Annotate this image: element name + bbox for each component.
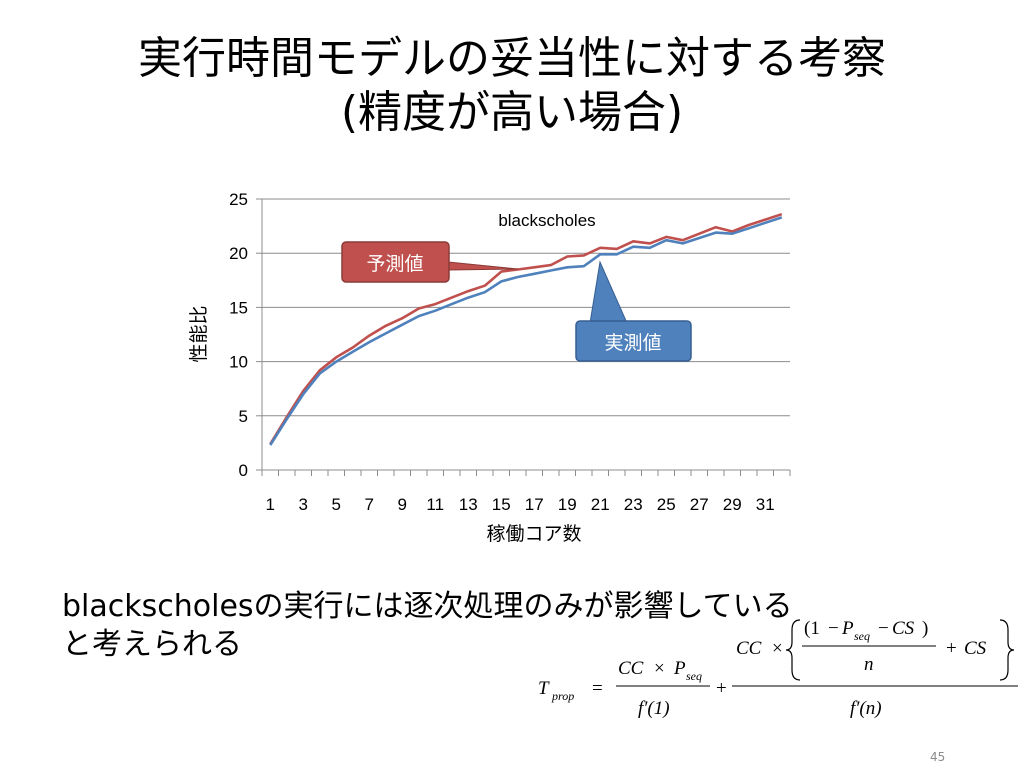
- term1-p: P: [673, 658, 686, 679]
- body-line-2: と考えられる: [62, 627, 242, 662]
- inner-p-sub: seq: [854, 629, 870, 643]
- x-tick-label: 9: [398, 495, 407, 514]
- term1-den: f′(1): [638, 698, 670, 719]
- x-tick-label: 17: [525, 495, 544, 514]
- page-number: 45: [930, 750, 946, 764]
- formula: T prop = CC × P seq f′(1) + CC × (1 − P …: [538, 618, 1018, 719]
- inner-p: P: [841, 618, 854, 639]
- term1-times: ×: [654, 658, 665, 679]
- formula-lhs: T: [538, 678, 550, 699]
- right-brace: [999, 619, 1015, 681]
- title-line-2: (精度が高い場合): [340, 87, 684, 138]
- x-tick-label: 3: [299, 495, 308, 514]
- inner-open: (1: [804, 618, 820, 639]
- series-line: [269, 216, 783, 446]
- inner-close: ): [922, 618, 928, 639]
- term2-den: f′(n): [850, 698, 882, 719]
- x-tick-label: 5: [332, 495, 341, 514]
- formula-plus: +: [716, 678, 727, 699]
- x-tick-label: 13: [459, 495, 478, 514]
- y-tick-label: 20: [229, 244, 248, 263]
- x-tick-label: 25: [657, 495, 676, 514]
- x-tick-label: 19: [558, 495, 577, 514]
- series-line: [269, 212, 783, 445]
- left-brace: [785, 619, 801, 681]
- callout-box: [575, 320, 692, 362]
- slide-title: 実行時間モデルの妥当性に対する考察 (精度が高い場合): [0, 32, 1024, 140]
- y-tick-label: 0: [239, 461, 248, 480]
- x-tick-label: 1: [266, 495, 275, 514]
- callout-pointer: [589, 260, 628, 324]
- x-tick-label: 29: [723, 495, 742, 514]
- y-tick-label: 25: [229, 190, 248, 209]
- x-tick-label: 15: [492, 495, 511, 514]
- y-tick-label: 5: [239, 407, 248, 426]
- term2-times: ×: [772, 638, 783, 659]
- formula-eq: =: [592, 678, 603, 699]
- inner-minus: −: [828, 618, 839, 639]
- chart-title: blackscholes: [498, 211, 595, 230]
- title-line-1: 実行時間モデルの妥当性に対する考察: [138, 33, 886, 84]
- term2-cs: CS: [964, 638, 987, 659]
- callout-pointer: [447, 261, 519, 271]
- x-tick-label: 23: [624, 495, 643, 514]
- x-tick-label: 11: [426, 495, 444, 514]
- inner-minus-2: −: [878, 618, 889, 639]
- term1-cc: CC: [618, 658, 644, 679]
- x-tick-label: 21: [591, 495, 610, 514]
- y-tick-label: 10: [229, 353, 248, 372]
- x-tick-label: 7: [365, 495, 374, 514]
- x-tick-label: 27: [690, 495, 709, 514]
- y-axis-label: 性能比: [188, 305, 210, 362]
- y-tick-label: 15: [229, 298, 248, 317]
- x-tick-label: 31: [756, 495, 775, 514]
- term2-cc: CC: [736, 638, 762, 659]
- inner-plus: +: [946, 638, 957, 659]
- callout-box: [341, 241, 450, 283]
- callout-label: 実測値: [604, 332, 661, 354]
- formula-lhs-sub: prop: [551, 689, 574, 703]
- term1-p-sub: seq: [686, 669, 702, 683]
- inner-cs: CS: [892, 618, 915, 639]
- inner-den: n: [864, 654, 874, 675]
- body-text: blackscholesの実行には逐次処理のみが影響している と考えられる: [62, 588, 962, 664]
- x-axis-label: 稼働コア数: [486, 523, 581, 545]
- body-line-1: blackscholesの実行には逐次処理のみが影響している: [62, 589, 793, 624]
- callout-label: 予測値: [366, 253, 423, 275]
